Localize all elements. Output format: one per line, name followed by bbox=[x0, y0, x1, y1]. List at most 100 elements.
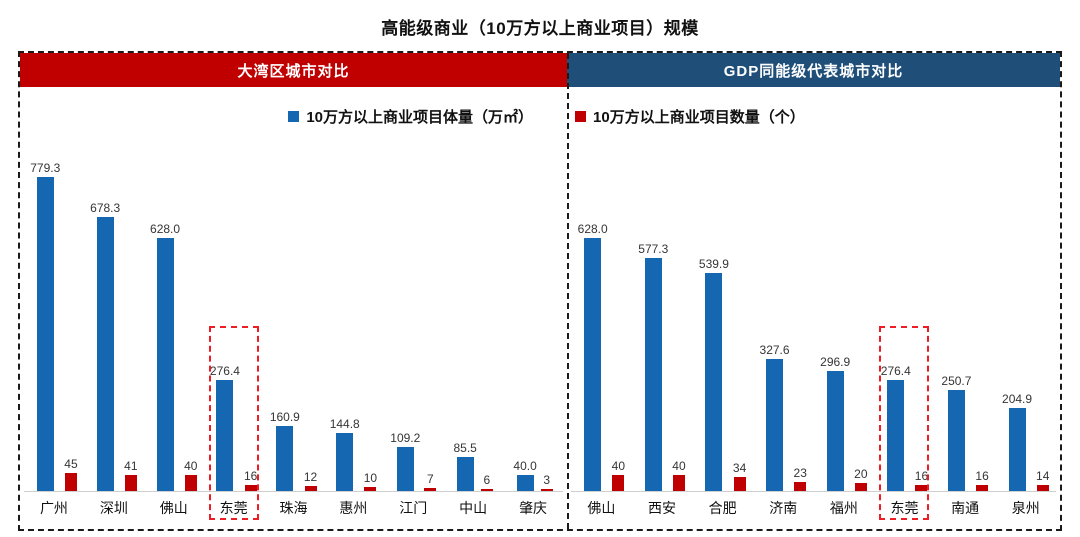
category-label: 深圳 bbox=[99, 500, 128, 516]
volume-column: 204.9 bbox=[1002, 139, 1032, 491]
volume-bar bbox=[644, 258, 662, 491]
bar-group: 160.9 12 珠海 bbox=[264, 139, 324, 518]
bar-group: 296.9 20 福州 bbox=[814, 139, 875, 518]
count-value-label: 40 bbox=[611, 458, 626, 473]
count-value-label: 7 bbox=[426, 472, 434, 487]
volume-value-label: 250.7 bbox=[941, 373, 972, 388]
volume-value-label: 144.8 bbox=[329, 416, 360, 431]
count-value-label: 10 bbox=[363, 471, 378, 485]
panel-header-right: GDP同能级代表城市对比 bbox=[567, 53, 1060, 87]
bar-pair: 628.0 40 bbox=[578, 139, 625, 491]
volume-column: 628.0 bbox=[578, 139, 608, 491]
volume-bar bbox=[396, 447, 414, 491]
volume-column: 327.6 bbox=[760, 139, 790, 491]
bar-pair: 204.9 14 bbox=[1002, 139, 1049, 491]
volume-column: 276.4 bbox=[881, 139, 911, 491]
count-bar bbox=[976, 484, 989, 491]
bar-pair: 628.0 40 bbox=[150, 139, 197, 491]
count-value-label: 34 bbox=[732, 461, 747, 476]
count-value-label: 20 bbox=[854, 466, 868, 481]
volume-bar bbox=[766, 358, 784, 491]
count-column: 40 bbox=[672, 139, 686, 491]
volume-value-label: 628.0 bbox=[577, 221, 608, 236]
bar-group: 109.2 7 江门 bbox=[383, 139, 443, 518]
category-label: 广州 bbox=[39, 500, 68, 516]
count-column: 16 bbox=[244, 139, 257, 491]
bar-group: 628.0 40 佛山 bbox=[571, 139, 632, 518]
bar-group: 678.3 41 深圳 bbox=[84, 139, 144, 518]
count-bar bbox=[304, 486, 317, 491]
count-value-label: 16 bbox=[914, 468, 929, 483]
count-column: 14 bbox=[1036, 139, 1049, 491]
count-bar bbox=[915, 484, 928, 491]
volume-value-label: 276.4 bbox=[880, 363, 911, 378]
volume-column: 779.3 bbox=[30, 139, 60, 491]
count-value-label: 3 bbox=[543, 473, 551, 487]
volume-bar bbox=[96, 217, 114, 491]
bar-pair: 276.4 16 bbox=[881, 139, 928, 491]
volume-bar bbox=[705, 273, 723, 491]
chart-bay-area-cities: 779.3 45 广州 678.3 41 深圳 628.0 40 佛山 276.4 16 东莞 160.… bbox=[20, 139, 567, 520]
count-value-label: 45 bbox=[64, 456, 78, 471]
volume-value-label: 40.0 bbox=[513, 458, 537, 473]
count-value-label: 16 bbox=[243, 468, 258, 483]
volume-column: 296.9 bbox=[820, 139, 850, 491]
legend-half-right: 10万方以上商业项目数量（个） bbox=[567, 105, 1060, 127]
volume-value-label: 539.9 bbox=[698, 257, 729, 272]
count-bar bbox=[424, 488, 437, 491]
category-label: 江门 bbox=[399, 500, 428, 516]
count-bar bbox=[364, 487, 377, 491]
volume-column: 628.0 bbox=[150, 139, 180, 491]
count-bar bbox=[184, 474, 197, 491]
count-column: 16 bbox=[915, 139, 928, 491]
count-value-label: 16 bbox=[975, 468, 989, 483]
bar-pair: 779.3 45 bbox=[30, 139, 78, 491]
volume-swatch-icon bbox=[288, 110, 300, 122]
count-column: 16 bbox=[975, 139, 989, 491]
volume-bar bbox=[336, 432, 354, 491]
volume-bar bbox=[947, 389, 965, 491]
bar-group: 276.4 16 东莞 bbox=[874, 139, 935, 520]
count-swatch-icon bbox=[575, 110, 587, 122]
volume-column: 276.4 bbox=[210, 139, 240, 491]
count-column: 6 bbox=[480, 139, 493, 491]
category-label: 中山 bbox=[459, 500, 488, 516]
category-label: 佛山 bbox=[159, 500, 188, 516]
volume-column: 577.3 bbox=[638, 139, 668, 491]
category-label: 惠州 bbox=[339, 500, 368, 516]
bar-pair: 40.0 3 bbox=[513, 139, 553, 491]
bar-pair: 327.6 23 bbox=[760, 139, 807, 491]
count-bar bbox=[733, 477, 746, 491]
volume-bar bbox=[156, 237, 174, 491]
category-label: 西安 bbox=[647, 500, 676, 516]
volume-value-label: 779.3 bbox=[30, 160, 61, 175]
bar-pair: 539.9 34 bbox=[699, 139, 746, 491]
count-bar bbox=[854, 482, 867, 491]
volume-bar bbox=[276, 426, 294, 491]
count-value-label: 40 bbox=[672, 458, 686, 473]
legend-item-volume: 10万方以上商业项目体量（万㎡） bbox=[288, 106, 533, 127]
category-label: 珠海 bbox=[279, 500, 308, 516]
volume-column: 109.2 bbox=[390, 139, 420, 491]
bar-pair: 109.2 7 bbox=[390, 139, 437, 491]
category-label: 东莞 bbox=[219, 500, 248, 516]
legend: 10万方以上商业项目体量（万㎡） 10万方以上商业项目数量（个） bbox=[20, 105, 1060, 127]
bar-group: 40.0 3 肇庆 bbox=[503, 139, 563, 518]
count-value-label: 23 bbox=[793, 465, 807, 480]
count-column: 34 bbox=[733, 139, 746, 491]
count-bar bbox=[244, 484, 257, 491]
bar-group: 85.5 6 中山 bbox=[443, 139, 503, 518]
bar-pair: 276.4 16 bbox=[210, 139, 257, 491]
legend-label-volume: 10万方以上商业项目体量（万㎡） bbox=[306, 108, 534, 126]
count-column: 45 bbox=[64, 139, 78, 491]
volume-value-label: 296.9 bbox=[820, 355, 851, 370]
count-bar bbox=[540, 489, 553, 491]
volume-value-label: 577.3 bbox=[638, 242, 669, 257]
legend-item-count: 10万方以上商业项目数量（个） bbox=[575, 106, 805, 127]
bar-group: 327.6 23 济南 bbox=[753, 139, 814, 518]
volume-value-label: 276.4 bbox=[209, 363, 240, 378]
volume-bar bbox=[1008, 408, 1026, 491]
volume-column: 144.8 bbox=[330, 139, 360, 491]
volume-bar bbox=[516, 474, 534, 491]
